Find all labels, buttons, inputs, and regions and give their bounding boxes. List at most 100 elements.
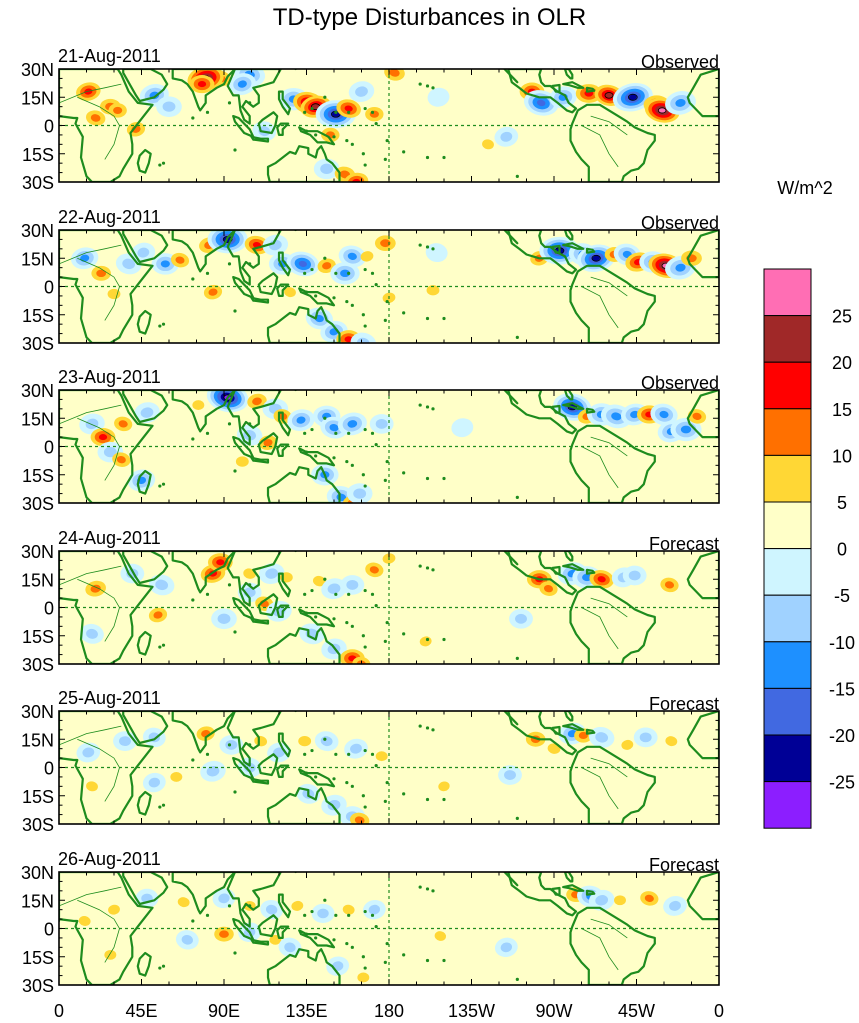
island <box>383 318 387 322</box>
coast-hispaniola <box>585 889 596 896</box>
positive-anomaly <box>360 251 374 262</box>
border-line <box>590 115 628 136</box>
figure-title: TD-type Disturbances in OLR <box>272 4 587 31</box>
coast-sulawesi <box>276 925 290 939</box>
positive-anomaly <box>482 139 494 150</box>
island <box>227 101 232 105</box>
island <box>383 799 387 804</box>
lat-label: 15N <box>21 249 54 269</box>
positive-anomaly <box>86 781 98 792</box>
coastlines <box>59 872 719 985</box>
negative-anomaly <box>588 726 615 748</box>
island <box>345 138 349 143</box>
coast-florida <box>563 69 574 80</box>
coast-philippines <box>277 251 292 277</box>
island <box>425 726 430 730</box>
positive-anomaly <box>621 739 634 750</box>
island <box>363 645 367 649</box>
coast-southamerica <box>569 103 656 182</box>
lat-label: 0 <box>44 117 54 137</box>
negative-anomaly <box>337 412 367 436</box>
coast-yucatan <box>551 725 561 735</box>
lat-label: 15S <box>22 466 54 486</box>
island <box>158 163 162 167</box>
island <box>425 797 430 802</box>
island <box>374 925 378 929</box>
island <box>425 405 430 409</box>
island <box>374 604 378 608</box>
coast-africa <box>59 551 154 664</box>
island <box>345 459 349 464</box>
positive-anomaly <box>78 916 91 926</box>
island <box>233 630 237 634</box>
island <box>402 311 406 315</box>
lat-label: 15S <box>22 948 54 968</box>
island <box>332 135 336 139</box>
longitude-axis: 0 45E 90E 135E 180 135W 90W 45W 0 <box>54 1001 724 1021</box>
coast-madagascar <box>136 309 152 335</box>
island <box>304 611 309 615</box>
island <box>323 577 327 581</box>
island <box>363 106 367 111</box>
positive-anomaly <box>614 895 626 906</box>
border-line <box>59 404 122 425</box>
island <box>374 764 378 768</box>
island <box>314 294 318 298</box>
negative-anomaly <box>131 242 156 263</box>
island <box>161 964 166 968</box>
island <box>418 403 422 407</box>
colorbar-tick-label: -25 <box>829 773 855 793</box>
colorbar-units: W/m^2 <box>777 178 833 198</box>
island <box>161 643 166 647</box>
coast-borneo <box>257 593 279 617</box>
island <box>418 724 422 728</box>
border-line <box>77 257 120 321</box>
island <box>334 592 338 596</box>
island <box>334 913 338 917</box>
border-line <box>590 436 628 457</box>
negative-anomaly <box>425 243 448 263</box>
negative-anomaly <box>228 73 256 95</box>
lat-label: 0 <box>44 278 54 298</box>
colorbar-box <box>763 734 812 783</box>
negative-anomaly <box>663 895 687 916</box>
island <box>248 743 252 747</box>
island <box>191 277 195 281</box>
island <box>304 450 309 454</box>
colorbar-box <box>763 594 812 643</box>
positive-anomaly <box>91 265 111 281</box>
island <box>425 887 430 891</box>
coast-java <box>250 135 270 143</box>
coast-yucatan <box>551 404 561 414</box>
island <box>363 484 367 488</box>
coast-cuba <box>562 242 585 250</box>
negative-anomaly <box>427 87 450 107</box>
negative-anomaly <box>338 245 366 268</box>
coast-westafrica-edge <box>686 872 719 921</box>
colorbar-tick-label: -5 <box>834 586 850 606</box>
island <box>363 267 367 272</box>
negative-anomaly <box>175 930 199 950</box>
coast-java <box>250 938 270 946</box>
coast-arabia <box>122 69 169 103</box>
coast-mexico <box>507 69 578 114</box>
lat-label: 15N <box>21 409 54 429</box>
negative-anomaly <box>494 126 519 147</box>
island <box>425 155 430 160</box>
positive-anomaly <box>357 972 370 983</box>
coast-australia <box>266 306 341 343</box>
island <box>248 262 252 266</box>
island <box>361 794 365 798</box>
lon-label: 90E <box>208 1001 240 1021</box>
negative-anomaly <box>260 899 284 920</box>
panel-date: 25-Aug-2011 <box>58 688 161 708</box>
coast-africa <box>59 390 154 503</box>
coastlines <box>59 551 719 664</box>
negative-anomaly <box>346 483 373 503</box>
island <box>303 271 307 275</box>
lon-label: 45W <box>618 1001 655 1021</box>
colorbar-box <box>763 268 812 317</box>
positive-anomaly <box>687 409 707 424</box>
negative-anomaly <box>612 83 653 112</box>
colorbar-box <box>763 641 812 689</box>
